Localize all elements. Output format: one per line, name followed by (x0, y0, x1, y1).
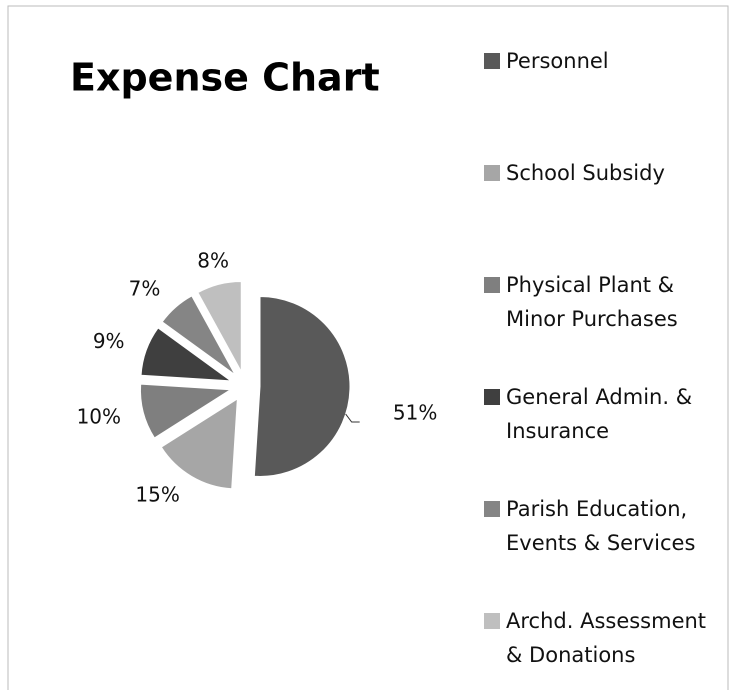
legend-item: Archd. Assessment & Donations (484, 604, 719, 672)
legend-item: School Subsidy (484, 156, 719, 190)
data-label: 7% (129, 276, 161, 300)
pie-slice (253, 295, 351, 477)
chart-title: Expense Chart (70, 56, 380, 100)
frame (7, 5, 729, 690)
data-label: 8% (197, 249, 229, 273)
data-label: 51% (393, 401, 437, 425)
legend-label: General Admin. & Insurance (506, 385, 693, 443)
legend-item: Physical Plant & Minor Purchases (484, 268, 719, 336)
leader-line (345, 413, 360, 423)
legend-label: Personnel (506, 49, 609, 73)
pie-slice (160, 397, 238, 490)
legend-item: Parish Education, Events & Services (484, 492, 719, 560)
legend-label: School Subsidy (506, 161, 665, 185)
legend-label: Parish Education, Events & Services (506, 497, 696, 555)
legend-item: General Admin. & Insurance (484, 380, 719, 448)
legend-label: Physical Plant & Minor Purchases (506, 273, 678, 331)
legend-swatch (484, 277, 500, 293)
legend-swatch (484, 501, 500, 517)
legend-swatch (484, 389, 500, 405)
data-label: 9% (93, 329, 125, 353)
legend-swatch (484, 613, 500, 629)
legend-swatch (484, 165, 500, 181)
pie-slice (140, 327, 233, 382)
legend-swatch (484, 53, 500, 69)
legend-item: Personnel (484, 44, 719, 78)
data-label: 10% (77, 404, 121, 428)
pie-slice (197, 280, 242, 372)
pie-slice (139, 383, 233, 439)
legend-label: Archd. Assessment & Donations (506, 609, 707, 667)
pie-slice (161, 295, 236, 376)
data-label: 15% (135, 483, 179, 507)
